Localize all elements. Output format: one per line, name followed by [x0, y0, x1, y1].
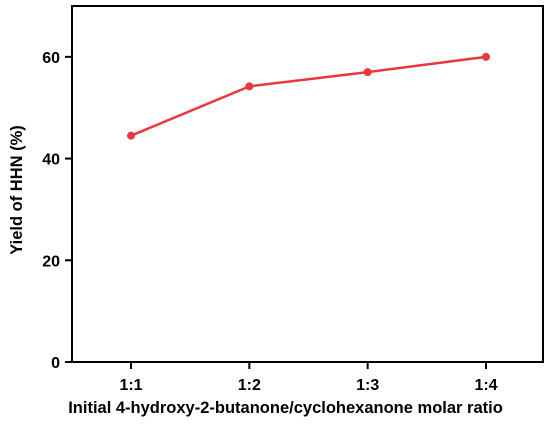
- y-tick-label: 40: [42, 152, 60, 169]
- plot-frame: [71, 5, 544, 363]
- data-point: [245, 82, 254, 91]
- data-point: [127, 131, 135, 140]
- x-tick-label: 1:3: [356, 377, 379, 394]
- y-tick-label: 60: [42, 50, 60, 67]
- y-tick-label: 0: [51, 355, 60, 372]
- x-tick-label: 1:4: [474, 377, 497, 394]
- y-tick-label: 20: [42, 253, 60, 270]
- series-line: [130, 55, 487, 137]
- series: [127, 52, 490, 140]
- axes: [71, 5, 544, 363]
- x-tick-label: 1:2: [238, 377, 261, 394]
- x-tick-label: 1:1: [119, 377, 142, 394]
- y-axis-title: Yield of HHN (%): [8, 125, 26, 255]
- data-point: [482, 52, 490, 61]
- data-point: [363, 68, 372, 77]
- ticks: 0 20 40 60 1:1 1:2 1:3 1:4: [42, 50, 497, 394]
- x-axis-title: Initial 4-hydroxy-2-butanone/cyclohexano…: [68, 399, 503, 417]
